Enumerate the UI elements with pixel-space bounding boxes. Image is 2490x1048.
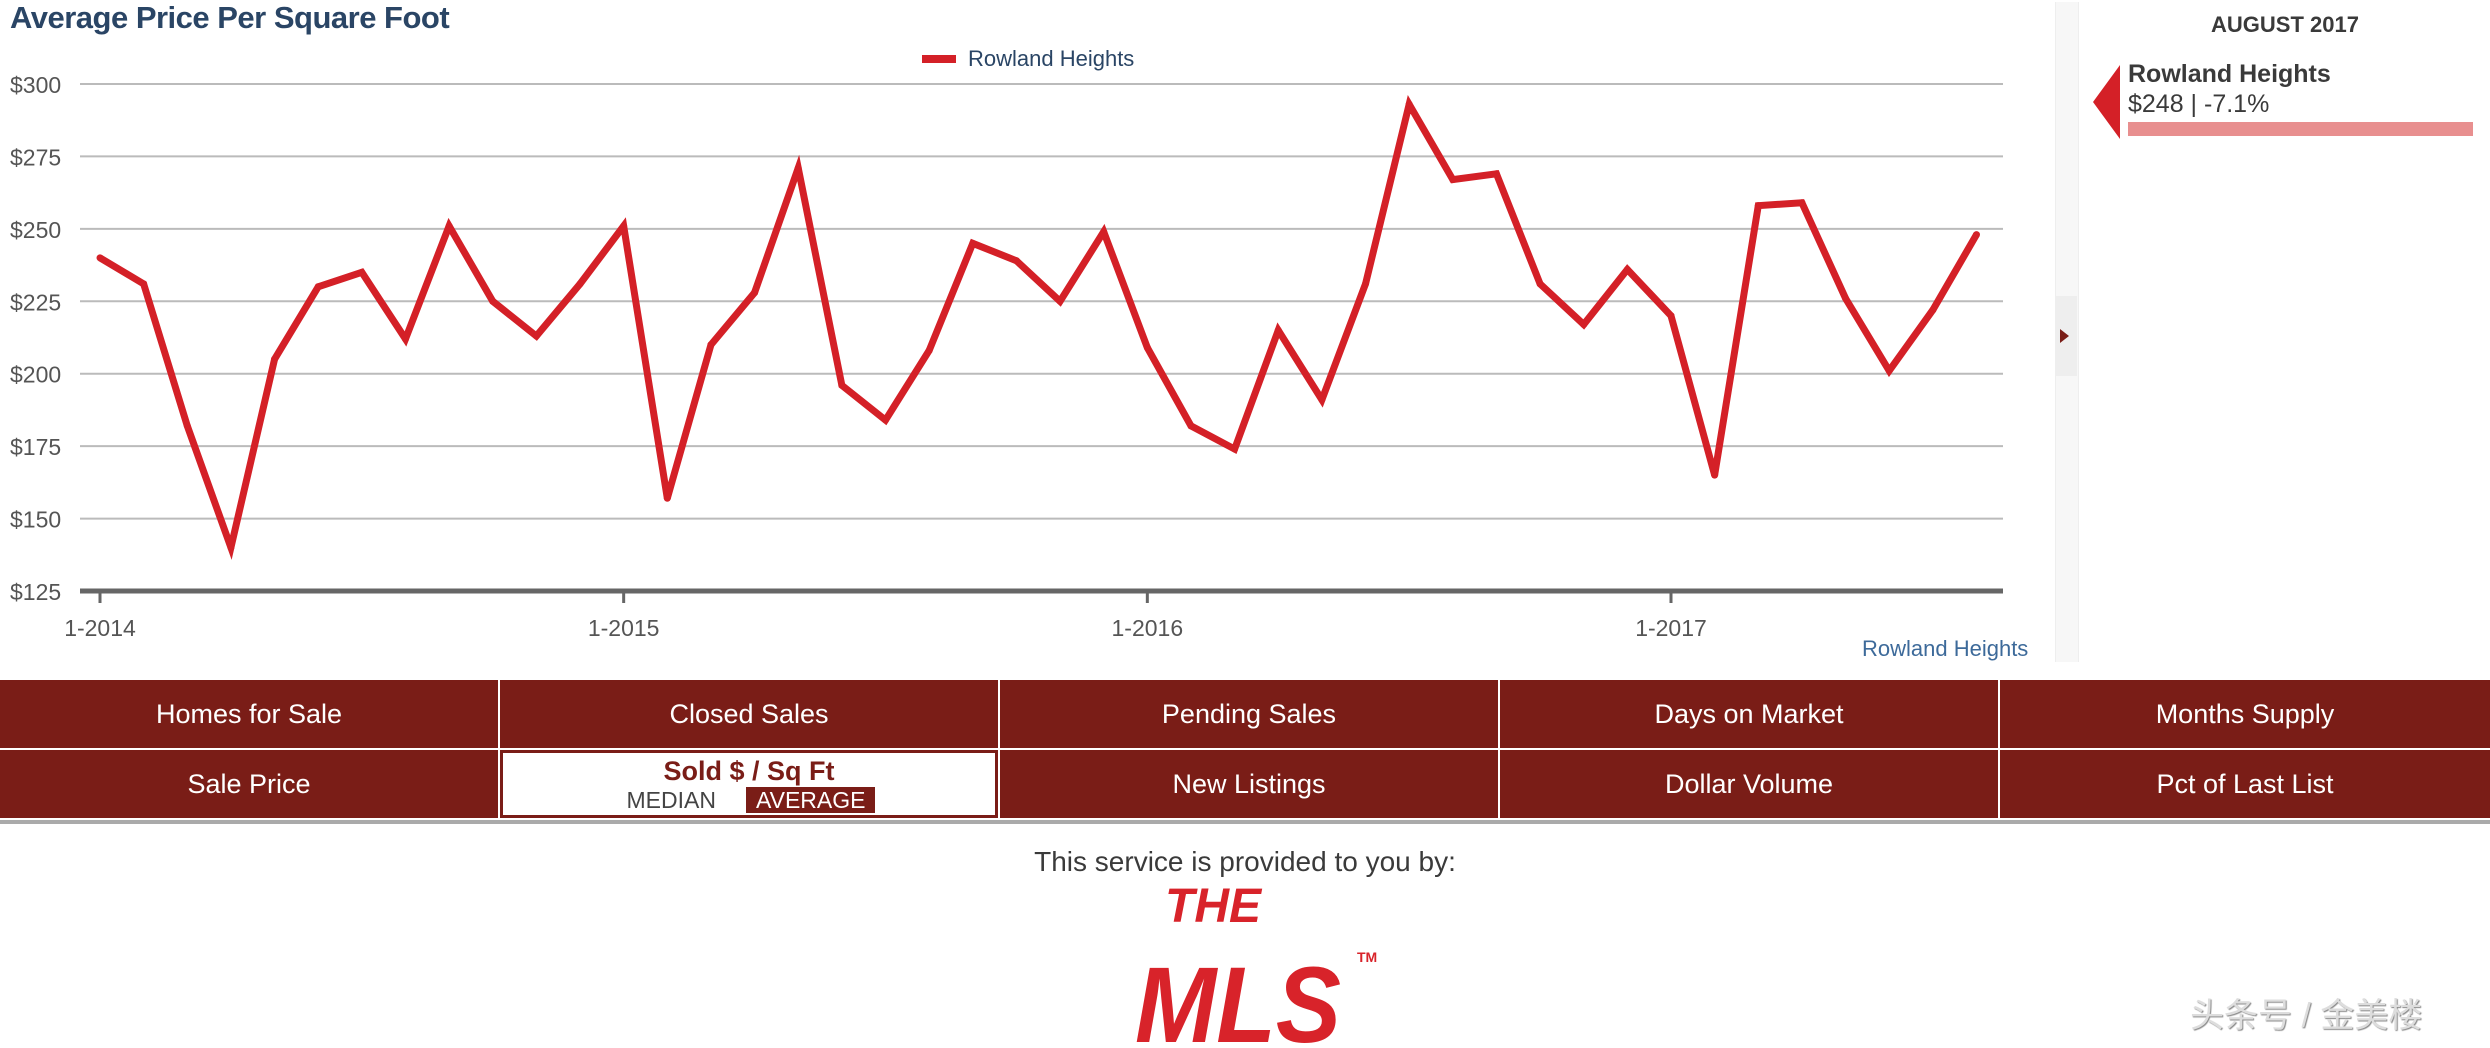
data-point <box>794 164 802 172</box>
data-point <box>1012 257 1020 265</box>
panel-area-value: $248 | -7.1% <box>2128 90 2270 118</box>
panel-month: AUGUST 2017 <box>2211 12 2359 37</box>
nav-pending-sales[interactable]: Pending Sales <box>1000 680 1498 748</box>
chart-legend[interactable]: Rowland Heights <box>922 46 1134 72</box>
y-tick-label: $175 <box>10 434 61 460</box>
data-point <box>1972 231 1980 239</box>
data-point <box>1056 297 1064 305</box>
data-point <box>1449 176 1457 184</box>
data-point <box>620 222 628 230</box>
nav-sale-price[interactable]: Sale Price <box>0 750 498 818</box>
expand-panel-button[interactable] <box>2055 296 2077 376</box>
data-point <box>271 355 279 363</box>
x-tick-label: 1-2014 <box>64 615 136 641</box>
average-toggle[interactable]: AVERAGE <box>745 786 876 813</box>
nav-sold-per-sqft[interactable]: Sold $ / Sq Ft MEDIAN AVERAGE <box>500 750 998 818</box>
provided-by-text: This service is provided to you by: <box>1034 846 1456 877</box>
nav-dollar-volume[interactable]: Dollar Volume <box>1500 750 1998 818</box>
data-point <box>707 341 715 349</box>
y-tick-label: $225 <box>10 289 61 315</box>
data-point <box>1143 344 1151 352</box>
data-point <box>576 280 584 288</box>
logo-tm: TM <box>1357 949 1377 965</box>
x-tick-label: 1-2017 <box>1635 615 1707 641</box>
data-point <box>838 381 846 389</box>
data-point <box>1405 100 1413 108</box>
nav-sold-per-sqft-label: Sold $ / Sq Ft <box>663 755 835 786</box>
data-point <box>925 347 933 355</box>
data-point <box>489 297 497 305</box>
data-point <box>663 494 671 502</box>
data-point <box>358 268 366 276</box>
nav-homes-for-sale[interactable]: Homes for Sale <box>0 680 498 748</box>
legend-swatch <box>922 55 956 63</box>
x-axis-caption: Rowland Heights <box>1862 636 2029 661</box>
data-point <box>314 283 322 291</box>
data-point <box>227 544 235 552</box>
logo-mls: MLS <box>1135 944 1341 1048</box>
x-tick-label: 1-2016 <box>1112 615 1184 641</box>
data-point <box>140 280 148 288</box>
nav-pct-of-last-list[interactable]: Pct of Last List <box>2000 750 2490 818</box>
data-point <box>1536 280 1544 288</box>
data-point <box>1187 422 1195 430</box>
data-point <box>1100 228 1108 236</box>
data-point <box>401 335 409 343</box>
nav-months-supply[interactable]: Months Supply <box>2000 680 2490 748</box>
data-point <box>1798 199 1806 207</box>
marker-triangle-icon <box>2093 65 2120 139</box>
data-point <box>1754 202 1762 210</box>
data-point <box>1362 280 1370 288</box>
nav-days-on-market[interactable]: Days on Market <box>1500 680 1998 748</box>
data-point <box>1492 170 1500 178</box>
data-point <box>1231 445 1239 453</box>
data-point <box>1929 306 1937 314</box>
data-point <box>882 416 889 424</box>
divider <box>0 820 2490 824</box>
chart-title: Average Price Per Square Foot <box>10 0 450 35</box>
data-point <box>445 222 453 230</box>
y-tick-label: $250 <box>10 217 61 243</box>
series-line <box>98 94 1980 560</box>
data-point <box>969 239 977 247</box>
x-tick-label: 1-2015 <box>588 615 660 641</box>
data-point <box>1711 471 1719 479</box>
data-point <box>1667 312 1675 320</box>
legend-label: Rowland Heights <box>968 46 1135 71</box>
y-tick-label: $150 <box>10 507 61 533</box>
data-point <box>183 422 191 430</box>
y-tick-label: $200 <box>10 362 61 388</box>
data-point <box>1274 326 1282 334</box>
panel-area-name: Rowland Heights <box>2128 60 2331 88</box>
median-toggle[interactable]: MEDIAN <box>626 786 716 813</box>
data-point <box>751 289 759 297</box>
data-point <box>532 332 540 340</box>
data-point <box>1318 396 1326 404</box>
y-tick-label: $275 <box>10 144 61 170</box>
the-mls-logo: THE MLS TM <box>1135 880 1377 1048</box>
watermark: 头条号 / 金美楼 <box>2190 997 2423 1035</box>
y-tick-label: $300 <box>10 72 61 98</box>
nav-closed-sales[interactable]: Closed Sales <box>500 680 998 748</box>
data-point <box>1842 294 1850 302</box>
data-point <box>1580 320 1588 328</box>
logo-the: THE <box>1165 880 1263 933</box>
caret-right-icon <box>2060 329 2069 343</box>
y-tick-label: $125 <box>10 579 61 605</box>
data-point <box>1885 367 1893 375</box>
panel-value-bar <box>2128 122 2473 136</box>
data-point <box>96 254 104 262</box>
nav-new-listings[interactable]: New Listings <box>1000 750 1498 818</box>
data-point <box>1623 265 1631 273</box>
